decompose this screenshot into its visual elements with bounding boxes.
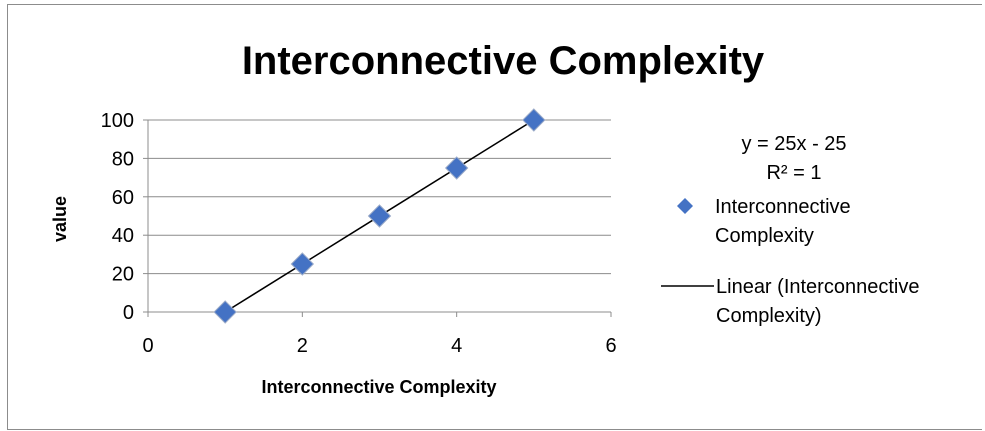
legend-trendline-label: Linear (Interconnective Complexity) <box>716 276 925 327</box>
trendline-r-squared: R² = 1 <box>766 162 821 184</box>
x-tick-label: 4 <box>451 335 462 357</box>
x-axis-title: Interconnective Complexity <box>261 377 496 397</box>
y-tick-label: 100 <box>101 110 134 132</box>
trendline-equation: y = 25x - 25 <box>741 133 846 155</box>
legend-series-marker <box>677 198 693 214</box>
gridlines <box>148 119 611 275</box>
y-axis-title: value <box>50 196 70 242</box>
x-tick-label: 6 <box>605 335 616 357</box>
y-tick-label: 60 <box>112 187 134 209</box>
chart-area: Interconnective Complexity 0 20 40 60 80 100 0… <box>7 4 982 430</box>
legend-series-label: Interconnective Complexity <box>715 196 856 247</box>
chart-title: Interconnective Complexity <box>242 39 765 83</box>
x-tick-label: 0 <box>142 335 153 357</box>
y-tick-label: 20 <box>112 264 134 286</box>
y-tick-label: 40 <box>112 225 134 247</box>
chart-svg: Interconnective Complexity 0204060801000… <box>50 39 925 397</box>
x-tick-label: 2 <box>297 335 308 357</box>
data-point <box>367 204 392 228</box>
data-point <box>213 300 237 324</box>
y-tick-label: 80 <box>112 148 134 170</box>
data-points <box>213 108 546 324</box>
legend: y = 25x - 25 R² = 1 Interconnective Comp… <box>661 133 925 327</box>
legend-trendline-label-line-2: Complexity) <box>716 305 822 327</box>
data-point <box>522 108 546 132</box>
y-tick-label: 0 <box>123 302 134 324</box>
data-point <box>444 156 469 180</box>
legend-trendline-label-line-1: Linear (Interconnective <box>716 276 919 298</box>
legend-series-label-line-2: Complexity <box>715 225 814 247</box>
data-point <box>290 252 315 276</box>
legend-series-label-line-1: Interconnective <box>715 196 851 218</box>
tick-labels: 0 20 40 60 80 100 0 2 4 6 <box>101 110 617 357</box>
